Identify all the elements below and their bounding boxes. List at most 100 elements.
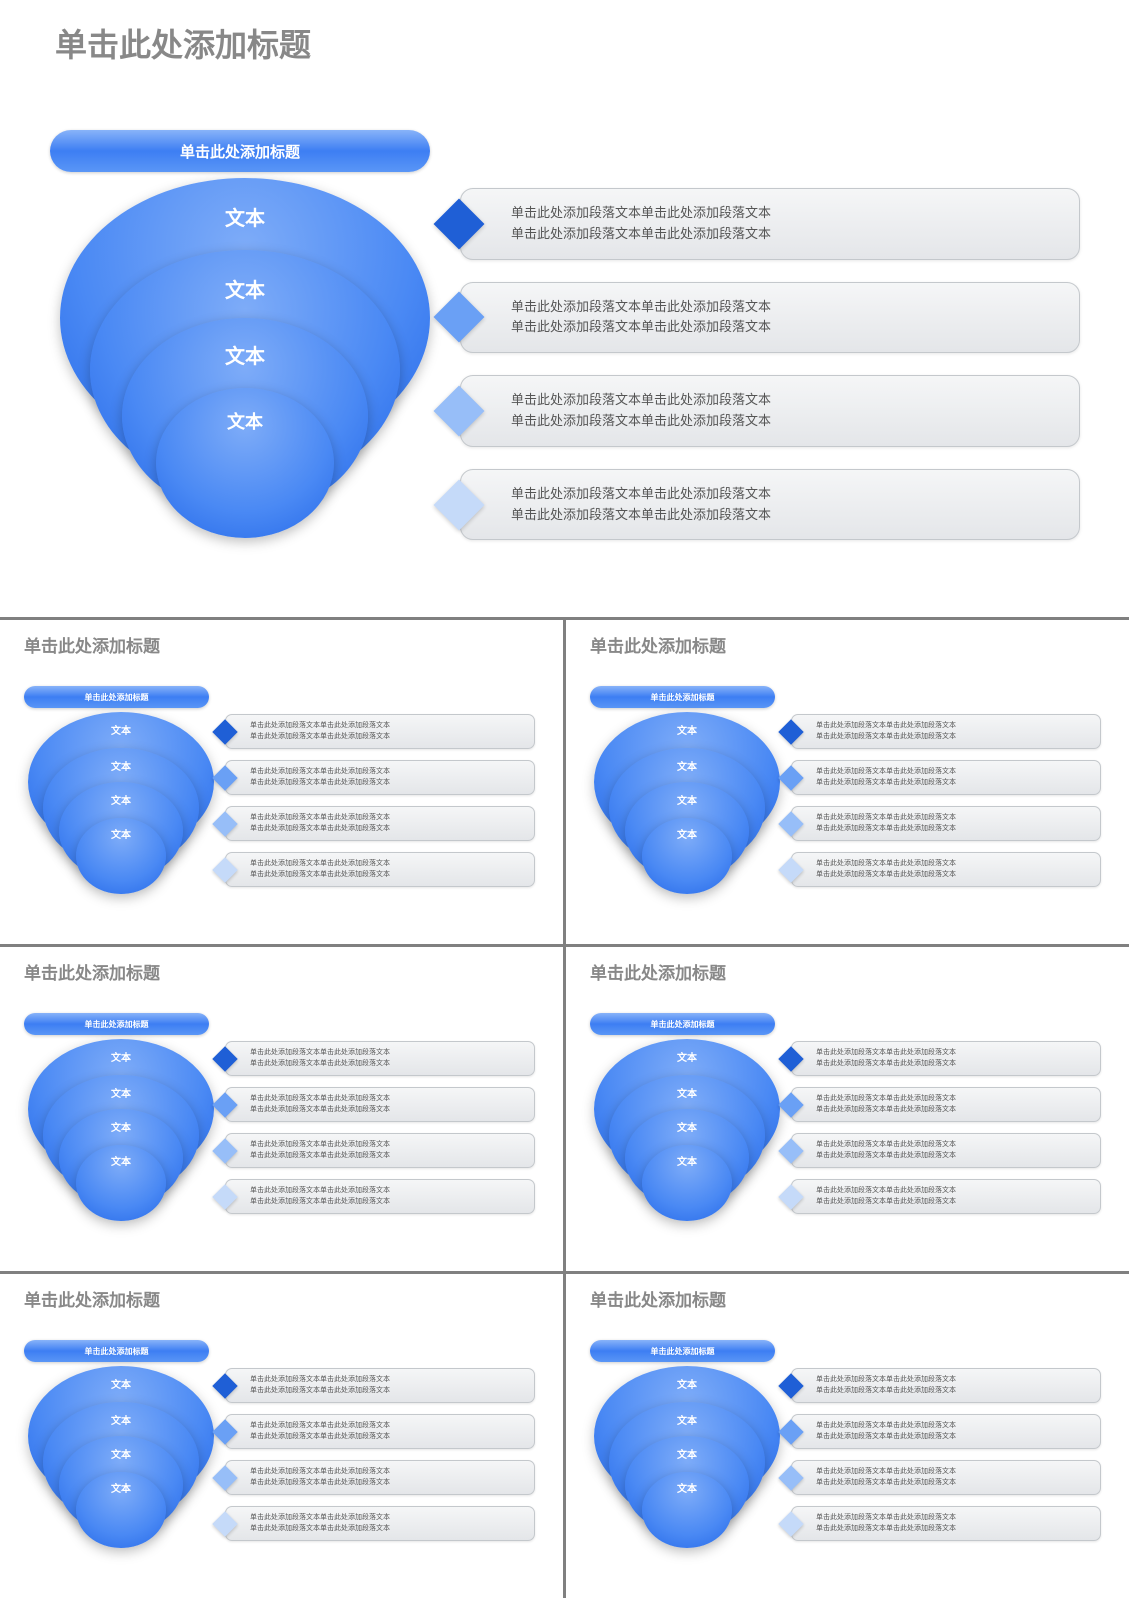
thumb-callout-text: 单击此处添加段落文本单击此处添加段落文本 — [816, 721, 1092, 732]
thumbnail-slide: 单击此处添加标题单击此处添加标题文本文本文本文本单击此处添加段落文本单击此处添加… — [566, 620, 1129, 944]
thumb-callout-list: 单击此处添加段落文本单击此处添加段落文本单击此处添加段落文本单击此处添加段落文本… — [791, 714, 1101, 898]
thumb-title: 单击此处添加标题 — [590, 632, 726, 657]
circle-stack: 文本 文本 文本 文本 — [60, 178, 430, 568]
thumb-callout-text: 单击此处添加段落文本单击此处添加段落文本 — [250, 1186, 526, 1197]
main-slide: 单击此处添加标题 单击此处添加标题 文本 文本 文本 文本 单击此处添加段落文本… — [0, 0, 1129, 617]
thumb-callout-text: 单击此处添加段落文本单击此处添加段落文本 — [816, 1094, 1092, 1105]
thumb-circle-label: 文本 — [677, 1085, 697, 1100]
diamond-icon — [778, 1046, 803, 1071]
diamond-icon — [212, 1138, 237, 1163]
thumb-callout-text: 单击此处添加段落文本单击此处添加段落文本 — [250, 1094, 526, 1105]
callout-text: 单击此处添加段落文本单击此处添加段落文本 — [511, 505, 1059, 526]
thumb-callout-text: 单击此处添加段落文本单击此处添加段落文本 — [816, 870, 1092, 881]
thumbnail-grid: 单击此处添加标题单击此处添加标题文本文本文本文本单击此处添加段落文本单击此处添加… — [0, 617, 1129, 1598]
thumb-circle-label: 文本 — [677, 1446, 697, 1461]
thumb-callout-text: 单击此处添加段落文本单击此处添加段落文本 — [816, 1059, 1092, 1070]
thumb-callout-text: 单击此处添加段落文本单击此处添加段落文本 — [250, 732, 526, 743]
callout-text: 单击此处添加段落文本单击此处添加段落文本 — [511, 317, 1059, 338]
circle-label: 文本 — [225, 274, 265, 303]
thumb-callout-text: 单击此处添加段落文本单击此处添加段落文本 — [816, 813, 1092, 824]
thumb-callout-text: 单击此处添加段落文本单击此处添加段落文本 — [250, 1513, 526, 1524]
main-title: 单击此处添加标题 — [55, 20, 311, 66]
thumb-callout-text: 单击此处添加段落文本单击此处添加段落文本 — [816, 1375, 1092, 1386]
thumb-callout: 单击此处添加段落文本单击此处添加段落文本单击此处添加段落文本单击此处添加段落文本 — [225, 714, 535, 749]
thumb-callout: 单击此处添加段落文本单击此处添加段落文本单击此处添加段落文本单击此处添加段落文本 — [791, 760, 1101, 795]
diamond-icon — [778, 1092, 803, 1117]
thumb-callout-text: 单击此处添加段落文本单击此处添加段落文本 — [816, 1140, 1092, 1151]
thumb-circle-label: 文本 — [677, 1412, 697, 1427]
diamond-icon — [434, 479, 485, 530]
thumb-callout-list: 单击此处添加段落文本单击此处添加段落文本单击此处添加段落文本单击此处添加段落文本… — [225, 1368, 535, 1552]
thumb-callout: 单击此处添加段落文本单击此处添加段落文本单击此处添加段落文本单击此处添加段落文本 — [225, 852, 535, 887]
page: 单击此处添加标题 单击此处添加标题 文本 文本 文本 文本 单击此处添加段落文本… — [0, 0, 1129, 1598]
thumb-callout-text: 单击此处添加段落文本单击此处添加段落文本 — [816, 1105, 1092, 1116]
thumb-circle-label: 文本 — [111, 1446, 131, 1461]
thumb-circle: 文本 — [642, 1472, 732, 1548]
thumb-callout-text: 单击此处添加段落文本单击此处添加段落文本 — [816, 1421, 1092, 1432]
callout-1: 单击此处添加段落文本单击此处添加段落文本 单击此处添加段落文本单击此处添加段落文… — [460, 188, 1080, 260]
thumb-callout-text: 单击此处添加段落文本单击此处添加段落文本 — [250, 721, 526, 732]
thumb-callout: 单击此处添加段落文本单击此处添加段落文本单击此处添加段落文本单击此处添加段落文本 — [791, 1368, 1101, 1403]
thumb-circle-label: 文本 — [111, 1049, 131, 1064]
thumb-callout-text: 单击此处添加段落文本单击此处添加段落文本 — [250, 1524, 526, 1535]
thumb-callout-text: 单击此处添加段落文本单击此处添加段落文本 — [250, 1105, 526, 1116]
thumb-callout: 单击此处添加段落文本单击此处添加段落文本单击此处添加段落文本单击此处添加段落文本 — [225, 1460, 535, 1495]
diamond-icon — [778, 1511, 803, 1536]
circle-label: 文本 — [227, 408, 263, 434]
thumb-callout: 单击此处添加段落文本单击此处添加段落文本单击此处添加段落文本单击此处添加段落文本 — [225, 1087, 535, 1122]
thumb-callout-text: 单击此处添加段落文本单击此处添加段落文本 — [816, 1432, 1092, 1443]
thumb-circle-stack: 文本文本文本文本 — [594, 1039, 780, 1235]
thumb-callout-text: 单击此处添加段落文本单击此处添加段落文本 — [816, 778, 1092, 789]
thumb-callout-text: 单击此处添加段落文本单击此处添加段落文本 — [816, 1151, 1092, 1162]
thumb-callout: 单击此处添加段落文本单击此处添加段落文本单击此处添加段落文本单击此处添加段落文本 — [791, 1460, 1101, 1495]
thumb-pill-title: 单击此处添加标题 — [590, 1013, 775, 1035]
thumb-callout: 单击此处添加段落文本单击此处添加段落文本单击此处添加段落文本单击此处添加段落文本 — [791, 1133, 1101, 1168]
thumb-circle: 文本 — [642, 1145, 732, 1221]
diamond-icon — [212, 811, 237, 836]
thumb-callout: 单击此处添加段落文本单击此处添加段落文本单击此处添加段落文本单击此处添加段落文本 — [791, 1087, 1101, 1122]
thumb-callout-text: 单击此处添加段落文本单击此处添加段落文本 — [250, 1432, 526, 1443]
thumb-callout-text: 单击此处添加段落文本单击此处添加段落文本 — [250, 1059, 526, 1070]
thumbnail-slide: 单击此处添加标题单击此处添加标题文本文本文本文本单击此处添加段落文本单击此处添加… — [0, 620, 563, 944]
diamond-icon — [778, 1419, 803, 1444]
thumb-pill-title: 单击此处添加标题 — [24, 1013, 209, 1035]
circle-4: 文本 — [156, 388, 334, 538]
diamond-icon — [212, 1465, 237, 1490]
thumb-circle-label: 文本 — [111, 758, 131, 773]
diamond-icon — [212, 719, 237, 744]
diamond-icon — [778, 1465, 803, 1490]
thumb-callout-text: 单击此处添加段落文本单击此处添加段落文本 — [250, 870, 526, 881]
thumb-circle-label: 文本 — [111, 792, 131, 807]
thumb-callout-text: 单击此处添加段落文本单击此处添加段落文本 — [250, 1197, 526, 1208]
thumb-callout-text: 单击此处添加段落文本单击此处添加段落文本 — [250, 778, 526, 789]
thumb-callout-text: 单击此处添加段落文本单击此处添加段落文本 — [250, 1375, 526, 1386]
diamond-icon — [434, 198, 485, 249]
pill-title-text: 单击此处添加标题 — [180, 141, 300, 162]
thumb-callout-text: 单击此处添加段落文本单击此处添加段落文本 — [816, 1386, 1092, 1397]
thumb-callout: 单击此处添加段落文本单击此处添加段落文本单击此处添加段落文本单击此处添加段落文本 — [225, 1368, 535, 1403]
thumb-callout-text: 单击此处添加段落文本单击此处添加段落文本 — [250, 813, 526, 824]
thumb-callout-text: 单击此处添加段落文本单击此处添加段落文本 — [250, 1478, 526, 1489]
thumb-callout: 单击此处添加段落文本单击此处添加段落文本单击此处添加段落文本单击此处添加段落文本 — [791, 852, 1101, 887]
thumb-circle-label: 文本 — [111, 1376, 131, 1391]
thumb-circle-stack: 文本文本文本文本 — [28, 1039, 214, 1235]
thumb-title: 单击此处添加标题 — [24, 632, 160, 657]
thumb-callout: 单击此处添加段落文本单击此处添加段落文本单击此处添加段落文本单击此处添加段落文本 — [791, 1041, 1101, 1076]
thumb-callout-text: 单击此处添加段落文本单击此处添加段落文本 — [816, 1048, 1092, 1059]
diamond-icon — [212, 1046, 237, 1071]
thumb-circle-label: 文本 — [111, 826, 131, 841]
diamond-icon — [212, 1092, 237, 1117]
thumb-callout-text: 单击此处添加段落文本单击此处添加段落文本 — [250, 1386, 526, 1397]
diamond-icon — [778, 1373, 803, 1398]
callout-list: 单击此处添加段落文本单击此处添加段落文本 单击此处添加段落文本单击此处添加段落文… — [460, 188, 1080, 562]
thumb-callout-text: 单击此处添加段落文本单击此处添加段落文本 — [816, 1467, 1092, 1478]
thumb-callout-text: 单击此处添加段落文本单击此处添加段落文本 — [250, 1467, 526, 1478]
thumb-callout-list: 单击此处添加段落文本单击此处添加段落文本单击此处添加段落文本单击此处添加段落文本… — [791, 1041, 1101, 1225]
callout-text: 单击此处添加段落文本单击此处添加段落文本 — [511, 484, 1059, 505]
callout-text: 单击此处添加段落文本单击此处添加段落文本 — [511, 297, 1059, 318]
diamond-icon — [212, 857, 237, 882]
thumb-circle-label: 文本 — [111, 1412, 131, 1427]
thumb-callout-text: 单击此处添加段落文本单击此处添加段落文本 — [816, 824, 1092, 835]
diamond-icon — [778, 719, 803, 744]
thumb-callout-list: 单击此处添加段落文本单击此处添加段落文本单击此处添加段落文本单击此处添加段落文本… — [791, 1368, 1101, 1552]
